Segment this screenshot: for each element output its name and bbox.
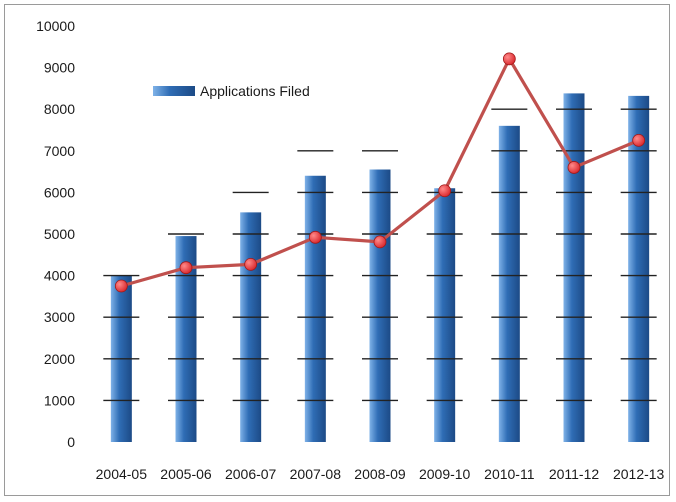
- bar: [434, 188, 456, 442]
- x-tick-label: 2006-07: [225, 466, 277, 482]
- bar: [563, 93, 585, 442]
- x-tick-label: 2007-08: [290, 466, 342, 482]
- bar-tick-marks: [103, 108, 657, 402]
- y-tick-label: 2000: [44, 351, 75, 367]
- bar: [240, 212, 262, 442]
- y-tick-label: 7000: [44, 143, 75, 159]
- line-marker: [308, 230, 322, 244]
- line-marker: [114, 279, 128, 293]
- y-tick-label: 6000: [44, 184, 75, 200]
- y-tick-label: 5000: [44, 226, 75, 242]
- y-tick-label: 10000: [36, 18, 75, 34]
- x-tick-label: 2004-05: [96, 466, 148, 482]
- x-tick-label: 2012-13: [613, 466, 665, 482]
- bar-series: [110, 93, 650, 442]
- y-tick-label: 3000: [44, 309, 75, 325]
- applications-chart: 0 1000 2000 3000 4000 5000 6000 7000 8000 9000 100…: [36, 18, 665, 482]
- bar: [628, 95, 650, 442]
- line-series: [114, 52, 646, 293]
- y-tick-label: 9000: [44, 60, 75, 76]
- x-axis: 2004-05 2005-06 2006-07 2007-08 2008-09 2009-…: [96, 466, 665, 482]
- x-tick-label: 2011-12: [549, 466, 600, 482]
- line-marker: [373, 235, 387, 249]
- line-marker: [502, 52, 516, 66]
- line-marker: [632, 133, 646, 147]
- line-marker: [244, 257, 258, 271]
- y-tick-label: 4000: [44, 268, 75, 284]
- bar: [175, 236, 197, 442]
- bar: [498, 125, 520, 442]
- y-tick-label: 1000: [44, 392, 75, 408]
- line-marker: [567, 161, 581, 174]
- line-marker: [438, 184, 452, 198]
- bar: [369, 169, 391, 442]
- x-tick-label: 2008-09: [354, 466, 406, 482]
- chart-frame: 0 1000 2000 3000 4000 5000 6000 7000 8000 9000 100…: [4, 4, 670, 496]
- legend-swatch: [153, 86, 195, 96]
- y-tick-label: 0: [67, 434, 75, 450]
- x-tick-label: 2010-11: [484, 466, 535, 482]
- y-axis: 0 1000 2000 3000 4000 5000 6000 7000 8000 9000 100…: [36, 18, 75, 450]
- legend-label: Applications Filed: [200, 83, 310, 99]
- legend: Applications Filed: [153, 83, 310, 99]
- y-tick-label: 8000: [44, 101, 75, 117]
- x-tick-label: 2009-10: [419, 466, 471, 482]
- bar: [304, 175, 326, 442]
- line-marker: [179, 261, 193, 275]
- x-tick-label: 2005-06: [160, 466, 212, 482]
